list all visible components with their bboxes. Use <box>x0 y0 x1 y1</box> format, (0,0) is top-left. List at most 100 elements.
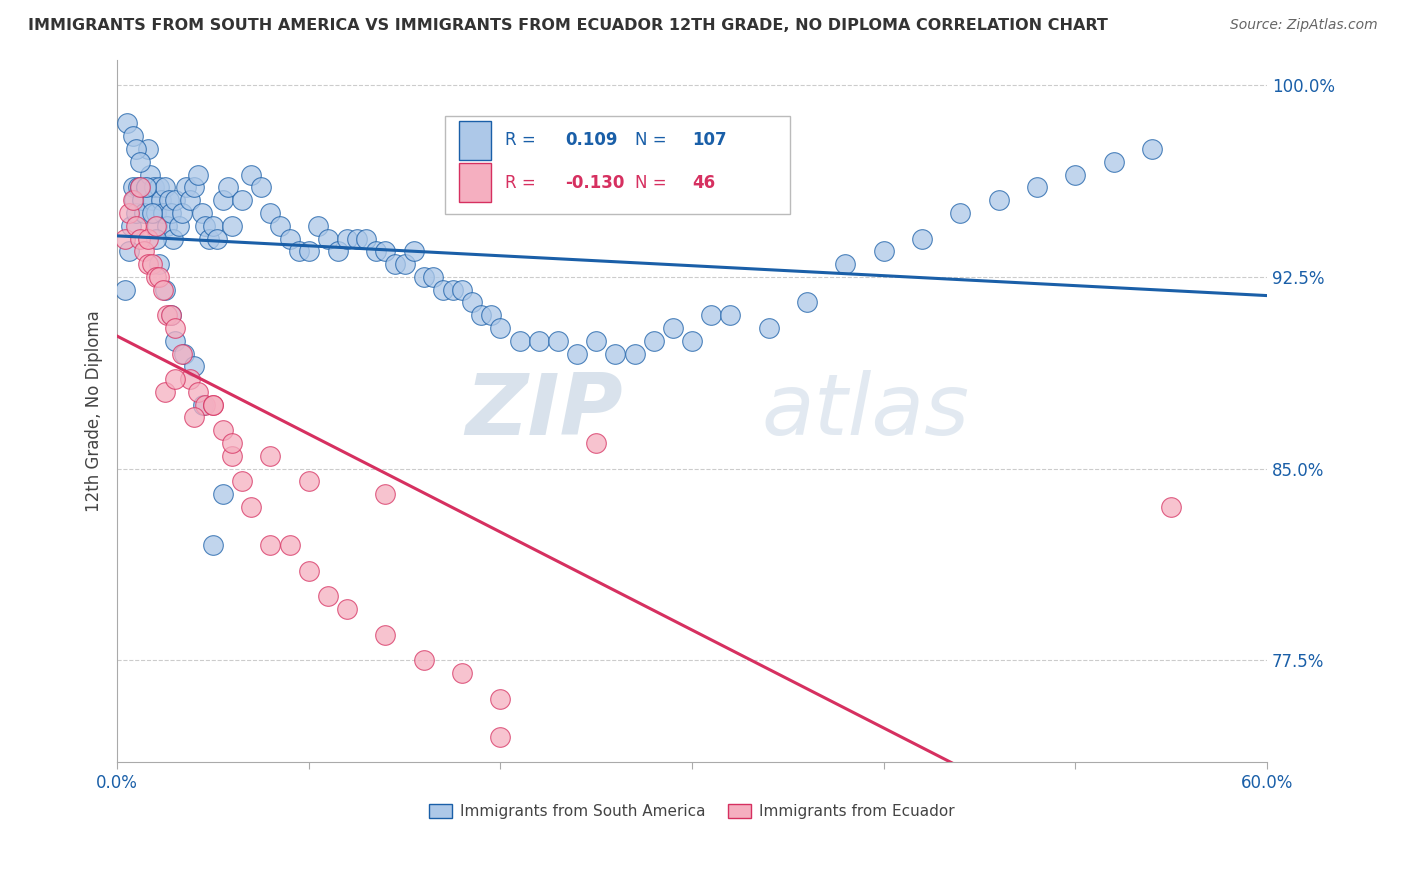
Point <box>136 257 159 271</box>
Point <box>201 398 224 412</box>
Point <box>374 487 396 501</box>
Point <box>489 321 512 335</box>
Point <box>231 475 253 489</box>
Point <box>114 231 136 245</box>
Point <box>201 398 224 412</box>
Point <box>145 269 167 284</box>
Bar <box>458 163 491 202</box>
FancyBboxPatch shape <box>444 116 790 214</box>
Point <box>623 346 645 360</box>
Point <box>298 564 321 578</box>
Point <box>346 231 368 245</box>
Point <box>179 372 201 386</box>
Point <box>259 449 281 463</box>
Point <box>231 193 253 207</box>
Point <box>193 398 215 412</box>
Point <box>125 219 148 233</box>
Point <box>605 346 627 360</box>
Point <box>470 308 492 322</box>
Point <box>211 193 233 207</box>
Point <box>146 219 169 233</box>
Point <box>131 193 153 207</box>
Text: Source: ZipAtlas.com: Source: ZipAtlas.com <box>1230 18 1378 32</box>
Point <box>412 653 434 667</box>
Point <box>240 500 263 514</box>
Point <box>460 295 482 310</box>
Point <box>201 538 224 552</box>
Text: 46: 46 <box>692 174 716 192</box>
Point <box>167 219 190 233</box>
Point <box>288 244 311 259</box>
Point <box>211 423 233 437</box>
Point <box>136 231 159 245</box>
Text: ZIP: ZIP <box>465 369 623 452</box>
Point <box>451 283 474 297</box>
Point <box>364 244 387 259</box>
Point <box>336 231 359 245</box>
Y-axis label: 12th Grade, No Diploma: 12th Grade, No Diploma <box>86 310 103 512</box>
Point <box>129 180 152 194</box>
Point <box>125 142 148 156</box>
Point <box>152 206 174 220</box>
Point <box>139 168 162 182</box>
Point <box>221 449 243 463</box>
Point <box>1140 142 1163 156</box>
Point <box>163 193 186 207</box>
Text: N =: N = <box>634 174 672 192</box>
Point <box>422 269 444 284</box>
Point <box>662 321 685 335</box>
Point <box>157 193 180 207</box>
Point <box>432 283 454 297</box>
Point <box>160 308 183 322</box>
Point <box>148 180 170 194</box>
Point <box>135 180 157 194</box>
Point <box>145 219 167 233</box>
Point <box>221 219 243 233</box>
Point <box>187 384 209 399</box>
Point <box>121 129 143 144</box>
Point <box>120 219 142 233</box>
Point <box>316 590 339 604</box>
Point <box>259 538 281 552</box>
Point <box>148 269 170 284</box>
Point <box>132 244 155 259</box>
Point <box>129 154 152 169</box>
Bar <box>458 121 491 160</box>
Point <box>336 602 359 616</box>
Point <box>1064 168 1087 182</box>
Point <box>681 334 703 348</box>
Point <box>221 436 243 450</box>
Point <box>404 244 426 259</box>
Point <box>1102 154 1125 169</box>
Point <box>585 436 607 450</box>
Point <box>162 231 184 245</box>
Point <box>278 538 301 552</box>
Point <box>1026 180 1049 194</box>
Point <box>127 180 149 194</box>
Point <box>141 193 163 207</box>
Text: 107: 107 <box>692 131 727 150</box>
Point <box>201 219 224 233</box>
Point <box>643 334 665 348</box>
Point <box>585 334 607 348</box>
Point <box>374 244 396 259</box>
Point <box>121 193 143 207</box>
Point <box>145 231 167 245</box>
Point <box>872 244 894 259</box>
Point <box>987 193 1010 207</box>
Point <box>565 346 588 360</box>
Point <box>441 283 464 297</box>
Point <box>115 116 138 130</box>
Point <box>118 244 141 259</box>
Point <box>259 206 281 220</box>
Point <box>489 730 512 744</box>
Point <box>179 193 201 207</box>
Point <box>129 231 152 245</box>
Point <box>250 180 273 194</box>
Point <box>194 398 217 412</box>
Text: 0.109: 0.109 <box>565 131 619 150</box>
Point <box>796 295 818 310</box>
Point <box>547 334 569 348</box>
Point <box>269 219 291 233</box>
Point <box>136 142 159 156</box>
